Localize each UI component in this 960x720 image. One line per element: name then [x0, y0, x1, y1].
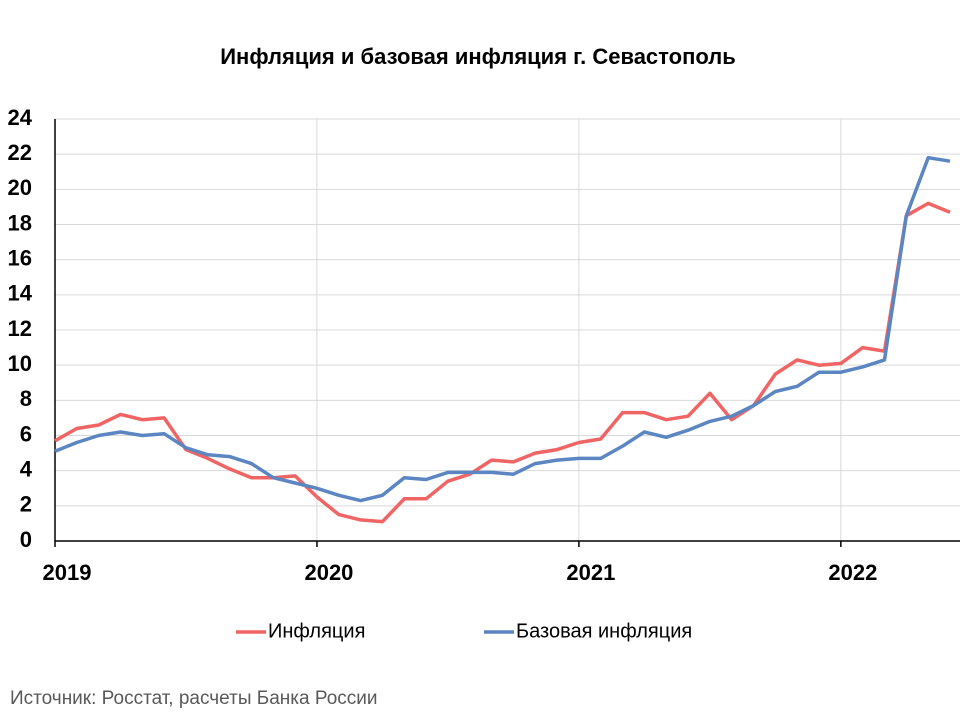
y-tick-label: 0	[20, 527, 32, 552]
y-tick-label: 24	[8, 105, 33, 130]
x-tick-label: 2021	[566, 560, 615, 585]
x-tick-label: 2019	[43, 560, 92, 585]
legend-label: Базовая инфляция	[516, 620, 692, 642]
series-line	[54, 201, 951, 524]
y-tick-label: 2	[20, 492, 32, 517]
source-note: Источник: Росстат, расчеты Банка России	[10, 688, 378, 709]
y-tick-label: 20	[8, 175, 32, 200]
y-tick-label: 22	[8, 140, 32, 165]
x-tick-label: 2020	[304, 560, 353, 585]
y-tick-label: 18	[8, 210, 32, 235]
series-line	[54, 155, 951, 503]
x-tick-label: 2022	[828, 560, 877, 585]
y-tick-label: 14	[8, 281, 33, 306]
y-tick-label: 4	[20, 456, 33, 481]
chart-title: Инфляция и базовая инфляция г. Севастопо…	[220, 44, 736, 69]
y-tick-label: 6	[20, 421, 32, 446]
y-tick-label: 12	[8, 316, 32, 341]
y-tick-label: 16	[8, 245, 32, 270]
legend-label: Инфляция	[268, 620, 365, 642]
y-tick-label: 8	[20, 386, 32, 411]
y-tick-label: 10	[8, 351, 32, 376]
